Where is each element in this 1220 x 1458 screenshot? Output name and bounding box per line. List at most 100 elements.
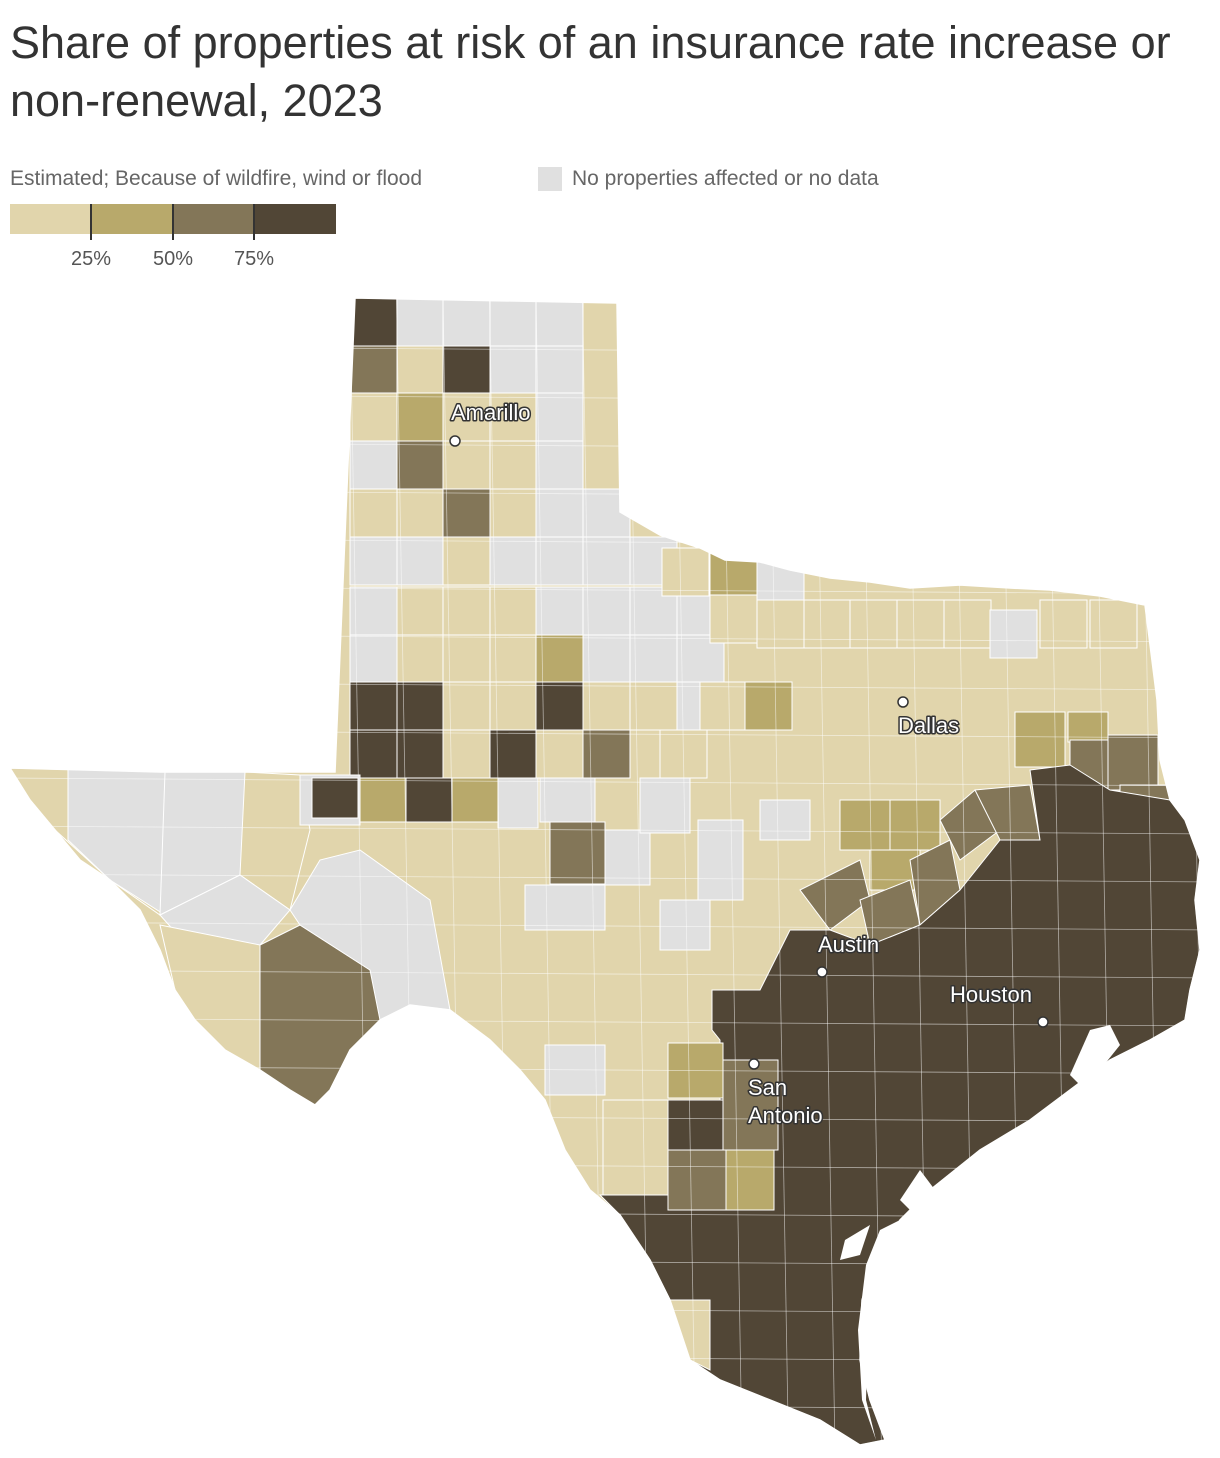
county-cell xyxy=(442,392,491,442)
county-cell xyxy=(535,536,584,586)
county-cell xyxy=(311,777,359,819)
county-cell xyxy=(396,392,445,442)
county-cell xyxy=(709,594,758,644)
county-cell xyxy=(989,609,1038,659)
county-cell xyxy=(725,1149,775,1211)
city-label-dallas: Dallas xyxy=(898,713,959,738)
county-cell xyxy=(489,681,538,731)
county-cell xyxy=(349,634,398,684)
county-cell xyxy=(396,536,445,586)
county-cell xyxy=(896,599,945,649)
county-cell xyxy=(442,586,491,636)
county-cell xyxy=(582,634,631,684)
county-cell xyxy=(582,586,631,636)
legend-subtitle: Estimated; Because of wildfire, wind or … xyxy=(10,167,423,190)
county-cell xyxy=(667,1099,724,1151)
county-cell xyxy=(1089,599,1138,649)
county-border xyxy=(10,969,1200,979)
county-cell xyxy=(442,440,491,490)
county-cell xyxy=(629,634,678,684)
chart-title: Share of properties at risk of an insura… xyxy=(10,17,1171,126)
county-cell xyxy=(582,536,631,586)
city-houston: Houston xyxy=(949,981,1049,1028)
county-cell xyxy=(889,799,941,851)
county-border xyxy=(10,1257,1200,1267)
scale-bin-0-25 xyxy=(10,204,92,234)
tick-line-75 xyxy=(253,204,255,240)
county-border xyxy=(10,1401,1200,1411)
county-cell xyxy=(602,1099,669,1196)
county-border xyxy=(10,1017,1200,1027)
county-cell xyxy=(349,298,398,347)
county-cell xyxy=(349,392,398,442)
scale-bin-50-75 xyxy=(173,204,255,234)
county-cell xyxy=(759,799,811,841)
scale-bin-75-100 xyxy=(254,204,336,234)
county-cell xyxy=(396,298,445,347)
county-cell xyxy=(349,586,398,636)
county-cell xyxy=(1039,599,1088,649)
county-region xyxy=(67,767,166,916)
tick-label-50: 50% xyxy=(152,248,194,270)
county-cell xyxy=(839,799,891,851)
county-cell xyxy=(442,298,491,347)
tick-label-25: 25% xyxy=(70,248,112,270)
county-cell xyxy=(659,899,711,951)
county-cells xyxy=(10,298,1200,1445)
city-label-austin: Austin xyxy=(818,932,879,957)
scale-bin-25-50 xyxy=(91,204,173,234)
county-cell xyxy=(442,634,491,684)
scale-ticks: 25% 50% 75% xyxy=(10,204,336,270)
county-cell xyxy=(489,345,538,395)
city-austin: Austin xyxy=(816,931,881,978)
county-cell xyxy=(629,681,678,731)
city-label-amarillo: Amarillo xyxy=(451,400,530,425)
county-cell xyxy=(442,488,491,538)
nodata-label: No properties affected or no data xyxy=(572,167,879,190)
county-cell xyxy=(396,586,445,636)
county-border xyxy=(10,777,1200,787)
city-markers: Amarillo Dallas Austin Houston San Anton… xyxy=(449,399,1049,1130)
county-cell xyxy=(451,777,499,823)
county-cell xyxy=(699,681,748,731)
county-cell xyxy=(535,440,584,490)
tick-line-25 xyxy=(90,204,92,240)
county-cell xyxy=(1014,711,1066,768)
county-cell xyxy=(535,298,584,347)
county-cell xyxy=(535,392,584,442)
city-san-antonio: San Antonio xyxy=(747,1058,824,1130)
county-cell xyxy=(349,536,398,586)
city-label-houston: Houston xyxy=(950,982,1032,1007)
city-dot-amarillo xyxy=(449,435,461,447)
color-scale xyxy=(10,204,336,234)
galveston-bay xyxy=(1070,1025,1120,1085)
county-cell xyxy=(396,345,445,395)
matagorda-bay xyxy=(900,1170,935,1215)
county-cell xyxy=(396,440,445,490)
county-cell xyxy=(535,634,584,684)
county-cell xyxy=(349,345,398,395)
county-cell xyxy=(535,345,584,395)
county-cell xyxy=(442,729,491,779)
county-cell xyxy=(803,599,852,649)
city-dot-dallas xyxy=(897,696,909,708)
city-label-san-antonio-line1: San xyxy=(748,1075,787,1100)
county-cell xyxy=(396,634,445,684)
city-dot-houston xyxy=(1037,1016,1049,1028)
county-cell xyxy=(604,829,651,886)
county-cell xyxy=(1107,734,1159,791)
county-cell xyxy=(489,536,538,586)
county-cell xyxy=(639,777,691,834)
city-dallas: Dallas xyxy=(897,696,961,740)
county-cell xyxy=(396,488,445,538)
county-cell xyxy=(667,1149,727,1211)
county-cell xyxy=(349,488,398,538)
tick-line-50 xyxy=(172,204,174,240)
county-region xyxy=(159,924,261,1071)
county-cell xyxy=(405,777,453,823)
city-dot-san-antonio xyxy=(748,1058,760,1070)
state-outline xyxy=(8,297,1201,1446)
county-cell xyxy=(359,777,407,823)
city-amarillo: Amarillo xyxy=(449,399,532,447)
county-cell xyxy=(756,599,805,649)
